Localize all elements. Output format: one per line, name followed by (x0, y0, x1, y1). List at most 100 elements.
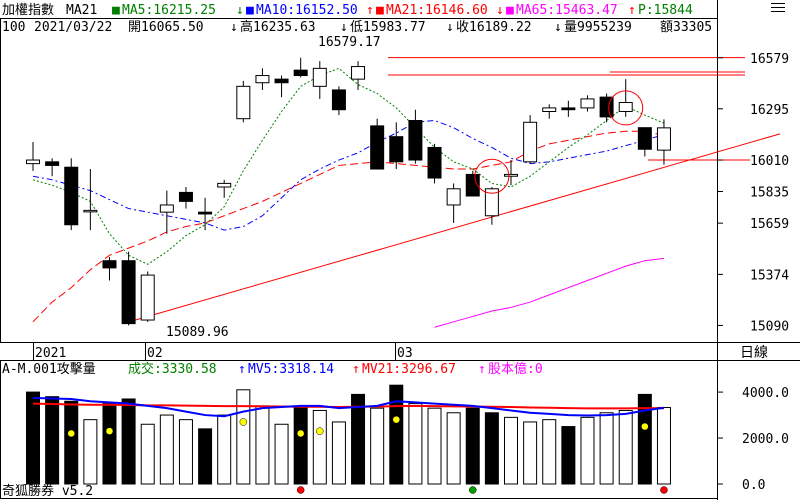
candle-down (427, 146, 442, 179)
volume-bar (351, 393, 366, 485)
candle-down (465, 173, 480, 197)
date-label-02: 02 (147, 346, 163, 361)
price-tick-label: 16010 (750, 154, 789, 169)
mv5-up-arrow-icon: ↑ (238, 362, 246, 377)
volume-signal-dot (641, 422, 649, 431)
price-axis: 16579 16295 16010 15835 15659 15374 15090 (717, 52, 789, 334)
candle-down (389, 136, 404, 163)
volume-bar (465, 407, 480, 485)
hamburger-menu-icon[interactable] (768, 0, 788, 16)
candle-down (274, 78, 289, 84)
volume-bar (236, 389, 251, 485)
price-tick-label: 15835 (750, 185, 789, 200)
candle-down (198, 211, 213, 215)
volume-bar (618, 409, 633, 485)
volume-bar (542, 419, 557, 485)
volume-plot[interactable] (26, 384, 671, 494)
volume-tick-label: 0.0 (742, 478, 765, 493)
candle-up (255, 75, 270, 84)
candle-down (178, 191, 193, 202)
candle-up (236, 85, 251, 120)
candle-down (561, 107, 576, 111)
volume-bar (83, 419, 98, 485)
high-price-label: 16579.17 (318, 35, 381, 50)
ohlc-readout: 100 2021/03/22 開16065.50 ↓ 高16235.63 ↓ 低… (2, 19, 712, 35)
brand-label: 奇狐勝券 v5.2 (2, 483, 93, 499)
volume-bar (389, 384, 404, 485)
candle-down (331, 89, 346, 111)
turnover-value: 成交:3330.58 (128, 361, 217, 377)
period-label[interactable]: 日線 (740, 345, 768, 361)
volume-bar (427, 407, 442, 485)
ma21-value: MA21:16146.60 (386, 3, 488, 18)
candle-down (45, 161, 60, 166)
price-tick-label: 15659 (750, 217, 789, 232)
price-tick-label: 15374 (750, 268, 789, 283)
ma21-down-arrow-icon: ↓ (496, 3, 504, 18)
price-plot[interactable] (26, 57, 781, 328)
ma10-dot: ■ (246, 3, 254, 18)
mv21-value: MV21:3296.67 (362, 362, 456, 377)
volume-signal-dot (296, 429, 305, 438)
high-down-arrow-icon: ↓ (340, 20, 348, 35)
candle-up (542, 107, 557, 113)
volume-bar (293, 405, 308, 485)
ma5-value: MA5:16215.25 (122, 3, 216, 18)
close-value: 收16189.22 (456, 20, 532, 35)
volume-signal-dot (67, 429, 75, 438)
volume-bar (102, 403, 117, 485)
candle-up (140, 274, 155, 321)
volume-bar (45, 396, 60, 485)
uptrend-line (130, 133, 781, 322)
volume-value: 量9955239 (564, 20, 632, 35)
volume-bar (331, 421, 346, 485)
ma21-dot: ■ (376, 3, 384, 18)
ma5-line (32, 67, 665, 265)
amount-value: 額33305 (660, 20, 712, 35)
volume-signal-dot (239, 418, 248, 426)
ma65-dot: ■ (506, 3, 514, 18)
volume-bar (159, 414, 174, 485)
mv21-up-arrow-icon: ↑ (352, 362, 360, 377)
candle-up (504, 173, 518, 177)
volume-bar (370, 407, 385, 485)
index-name: 加權指數 (2, 3, 54, 18)
candle-up (159, 204, 174, 213)
volume-bar (274, 423, 289, 485)
price-tick-label: 15090 (750, 319, 789, 334)
mv5-line (32, 396, 665, 418)
signal-circle (474, 158, 510, 194)
volume-bar (656, 406, 671, 485)
price-tick-label: 16579 (750, 52, 789, 67)
date-label-2021: 2021 (35, 346, 66, 361)
candle-up (580, 98, 595, 109)
volume-bar (561, 426, 576, 485)
candle-down (408, 119, 423, 161)
volume-signal-dot (105, 427, 114, 435)
volume-signal-dot (660, 486, 668, 494)
signal-circle (608, 90, 644, 126)
volume-bar (580, 416, 595, 485)
volume-tick-label: 2000.0 (742, 432, 789, 447)
volume-tick-label: 4000.0 (742, 386, 789, 401)
volume-bar (312, 409, 327, 485)
low-price-label: 15089.96 (166, 325, 229, 340)
open-down-arrow-icon: ↓ (230, 20, 238, 35)
share-capital-up-arrow-icon: ↑ (478, 362, 486, 377)
candle-up (446, 188, 461, 206)
volume-signal-dot (469, 486, 477, 494)
volume-bar (599, 412, 614, 485)
date-label-03: 03 (397, 346, 413, 361)
price-tick-label: 16295 (750, 103, 789, 118)
volume-bar (217, 414, 232, 485)
candle-up (656, 127, 671, 151)
volume-bar (484, 412, 499, 485)
candle-up (312, 67, 327, 87)
candle-up (484, 188, 499, 217)
volume-bar (446, 412, 461, 485)
candle-down (64, 166, 79, 226)
volume-signal-dot (316, 427, 324, 435)
volume-bar (140, 423, 155, 485)
candle-up (83, 209, 98, 213)
